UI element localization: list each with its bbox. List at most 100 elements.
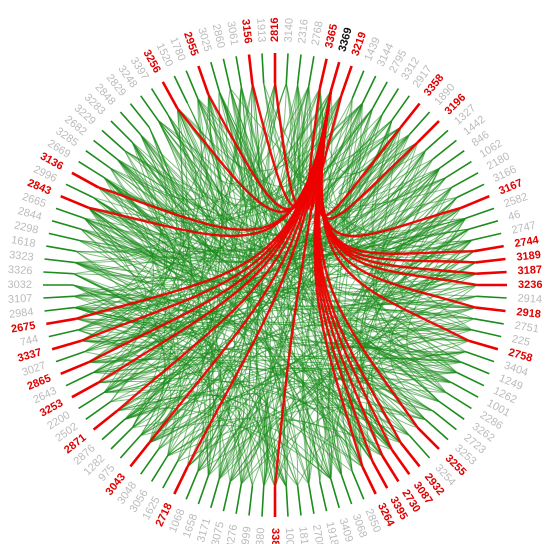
node-spoke-1658 — [197, 475, 210, 505]
node-spoke-3404 — [465, 350, 495, 363]
node-spoke-3167 — [461, 194, 490, 209]
node-label[interactable]: 3236 — [518, 279, 542, 291]
node-spoke-3253 — [425, 419, 449, 441]
node-label[interactable]: 3075 — [210, 521, 227, 544]
node-label[interactable]: 2816 — [269, 18, 281, 42]
link-edge — [218, 90, 383, 457]
node-label[interactable]: 2918 — [516, 306, 542, 321]
node-spoke-2914 — [476, 295, 507, 299]
link-edge — [240, 360, 321, 485]
node-spoke-2682 — [93, 139, 118, 160]
link-edge — [92, 177, 201, 374]
node-label[interactable]: 3380 — [254, 527, 267, 544]
node-spoke-1890 — [409, 111, 431, 135]
node-label[interactable]: 2914 — [517, 293, 542, 306]
link-edge — [88, 94, 209, 221]
link-edge — [92, 305, 466, 374]
node-spoke-225 — [471, 329, 502, 338]
node-spoke-3358 — [399, 102, 421, 128]
node-spoke-3262 — [439, 401, 465, 420]
highlight-link-3156 — [251, 83, 333, 209]
node-spoke-1625 — [162, 461, 179, 489]
link-edge — [366, 328, 472, 457]
node-spoke-2723 — [432, 410, 457, 431]
node-label[interactable]: 1918 — [323, 521, 340, 544]
node-label[interactable]: 2298 — [13, 220, 40, 237]
node-spoke-1249 — [461, 361, 490, 375]
node-label[interactable]: 2860 — [210, 23, 227, 50]
node-label[interactable]: 3323 — [9, 249, 35, 264]
node-label[interactable]: 3140 — [283, 18, 296, 43]
node-spoke-2180 — [451, 172, 479, 189]
node-label[interactable]: 3326 — [8, 264, 33, 277]
link-edge — [109, 84, 253, 235]
node-label[interactable]: 2708 — [310, 524, 326, 544]
link-edge — [345, 108, 402, 233]
node-spoke-3068 — [340, 475, 353, 505]
node-label[interactable]: 3187 — [517, 264, 542, 277]
node-spoke-2917 — [391, 95, 410, 121]
node-label[interactable]: 3276 — [224, 524, 240, 544]
node-spoke-3326 — [43, 271, 74, 275]
node-label[interactable]: 2675 — [10, 320, 36, 336]
link-edge — [293, 84, 475, 298]
node-spoke-2829 — [129, 103, 150, 128]
node-label[interactable]: 3156 — [239, 18, 254, 44]
node-spoke-3337 — [51, 339, 82, 351]
node-label[interactable]: 225 — [511, 333, 532, 349]
link-edge — [131, 348, 374, 463]
node-label[interactable]: 3107 — [8, 293, 33, 306]
node-label[interactable]: 46 — [507, 208, 522, 223]
node-spoke-3264 — [361, 466, 377, 495]
link-edge — [92, 356, 268, 487]
node-spoke-3166 — [456, 183, 485, 199]
node-spoke-1780 — [185, 70, 199, 99]
node-label[interactable]: 1000 — [283, 527, 296, 544]
node-spoke-2298 — [48, 232, 79, 241]
link-edge — [263, 346, 462, 488]
node-spoke-3323 — [44, 258, 75, 264]
node-spoke-3395 — [371, 461, 389, 489]
node-spoke-3025 — [210, 61, 220, 92]
node-label[interactable]: 744 — [19, 333, 40, 349]
node-spoke-3027 — [55, 350, 85, 363]
node-label[interactable]: 2744 — [514, 234, 541, 250]
node-spoke-2844 — [51, 220, 82, 230]
node-label[interactable]: 1814 — [296, 526, 311, 544]
node-spoke-3248 — [140, 95, 159, 121]
node-label[interactable]: 3385 — [269, 528, 281, 544]
node-label[interactable]: 2316 — [296, 18, 311, 44]
node-label[interactable]: 2984 — [8, 306, 34, 321]
node-spoke-1918 — [319, 481, 328, 512]
node-spoke-3380 — [261, 486, 265, 517]
node-spoke-2955 — [197, 65, 210, 95]
node-spoke-2744 — [473, 244, 504, 253]
node-label[interactable]: 3032 — [8, 279, 32, 291]
node-spoke-3061 — [235, 56, 242, 87]
node-label[interactable]: 1999 — [239, 526, 254, 544]
node-spoke-3107 — [43, 295, 74, 299]
node-label[interactable]: 2747 — [511, 220, 538, 237]
node-spoke-3075 — [222, 481, 231, 512]
node-label[interactable]: 3365 — [323, 23, 340, 50]
node-spoke-975 — [119, 435, 141, 459]
node-label[interactable]: 1913 — [254, 18, 267, 43]
node-label[interactable]: 1618 — [10, 234, 36, 250]
node-spoke-1000 — [285, 486, 289, 517]
link-edge — [103, 177, 476, 309]
node-spoke-1999 — [248, 485, 254, 516]
link-edge — [347, 177, 467, 297]
node-spoke-2643 — [65, 371, 94, 387]
link-edge — [88, 158, 434, 282]
link-edge — [88, 207, 237, 482]
node-label[interactable]: 2768 — [310, 20, 326, 46]
link-edge — [148, 126, 402, 444]
node-spoke-2582 — [465, 207, 495, 220]
link-edge — [238, 196, 458, 485]
node-label[interactable]: 3189 — [516, 249, 542, 264]
node-spoke-2316 — [296, 54, 302, 85]
node-label[interactable]: 3061 — [224, 20, 240, 46]
node-spoke-2675 — [46, 317, 77, 326]
link-edge — [88, 186, 212, 363]
node-label[interactable]: 2751 — [514, 320, 540, 336]
